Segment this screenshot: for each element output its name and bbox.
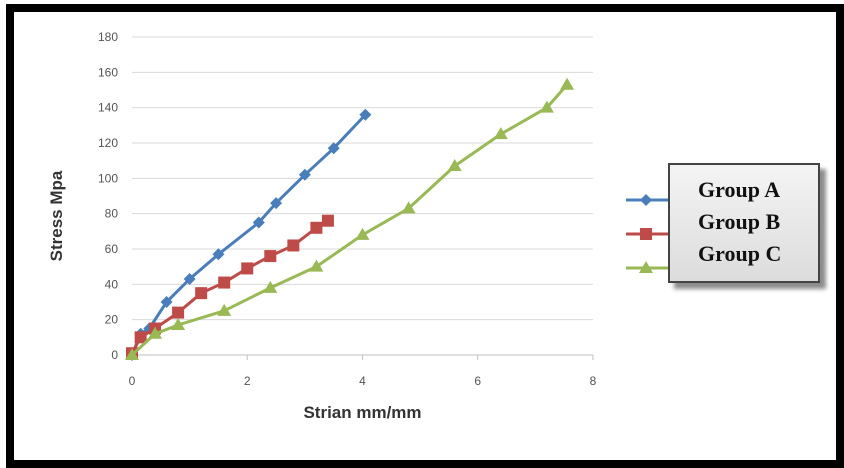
y-tick-label-120: 120	[98, 136, 118, 150]
x-axis-title: Strian mm/mm	[303, 403, 421, 422]
y-tick-label-40: 40	[105, 277, 119, 291]
x-tick-label-2: 2	[244, 374, 251, 388]
data-point-group-c-6	[355, 227, 370, 240]
series-lines	[125, 77, 575, 361]
legend-swatches	[626, 194, 676, 273]
data-point-group-b-5	[218, 276, 231, 289]
data-point-group-b-1	[134, 331, 147, 344]
y-tick-label-140: 140	[98, 101, 118, 115]
data-point-group-a-10	[359, 108, 372, 121]
x-tick-label-0: 0	[129, 374, 136, 388]
data-point-group-c-5	[309, 259, 324, 272]
data-point-group-b-3	[172, 306, 185, 319]
y-tick-label-80: 80	[105, 207, 119, 221]
legend-label-group-a: Group A	[698, 177, 781, 202]
data-point-group-c-8	[447, 158, 462, 171]
axes	[131, 354, 594, 360]
x-tick-label-8: 8	[590, 374, 597, 388]
y-tick-label-180: 180	[98, 30, 118, 44]
data-point-group-b-10	[321, 214, 334, 227]
data-point-group-c-7	[401, 201, 416, 214]
x-tick-label-4: 4	[359, 374, 366, 388]
legend-swatch-group-b	[626, 228, 676, 240]
data-point-group-c-0	[125, 348, 139, 360]
data-point-group-c-11	[560, 77, 575, 90]
series-group-c	[125, 77, 575, 360]
legend-label-group-c: Group C	[698, 241, 782, 266]
legend-marker-group-c	[639, 261, 653, 273]
legend-marker-group-a	[640, 194, 652, 206]
data-point-group-c-9	[493, 127, 508, 140]
data-point-group-a-8	[298, 168, 311, 181]
data-point-group-a-5	[212, 248, 225, 261]
data-point-group-c-2	[171, 317, 186, 330]
x-tick-label-6: 6	[474, 374, 481, 388]
data-point-group-b-7	[264, 250, 277, 263]
data-point-group-a-4	[183, 273, 196, 286]
legend-swatch-group-a	[626, 194, 676, 206]
y-tick-label-60: 60	[105, 242, 119, 256]
y-tick-label-20: 20	[105, 313, 119, 327]
y-tick-label-0: 0	[111, 348, 118, 362]
legend: Group A Group B Group C	[668, 163, 820, 283]
gridlines	[132, 36, 593, 321]
data-point-group-b-4	[195, 287, 208, 300]
y-tick-label-100: 100	[98, 171, 118, 185]
y-axis-title: Stress Mpa	[47, 170, 66, 261]
data-point-group-b-6	[241, 262, 254, 275]
data-point-group-b-8	[287, 239, 300, 252]
data-point-group-a-6	[252, 216, 265, 229]
data-point-group-c-3	[217, 303, 232, 316]
data-point-group-a-3	[160, 296, 173, 308]
legend-label-group-b: Group B	[698, 209, 781, 234]
data-point-group-c-1	[148, 326, 163, 339]
y-tick-label-160: 160	[98, 65, 118, 79]
data-point-group-c-10	[539, 100, 554, 113]
data-point-group-b-9	[310, 221, 323, 234]
legend-marker-group-b	[640, 228, 652, 240]
data-point-group-a-7	[270, 197, 283, 210]
series-line-group-c	[130, 83, 569, 357]
data-point-group-a-9	[327, 142, 340, 155]
data-point-group-c-4	[263, 280, 278, 293]
tick-labels: 0 20 40 60 80 100 120 140 160 180 0 2 4 6 8	[98, 30, 597, 388]
legend-swatch-group-c	[626, 261, 676, 273]
